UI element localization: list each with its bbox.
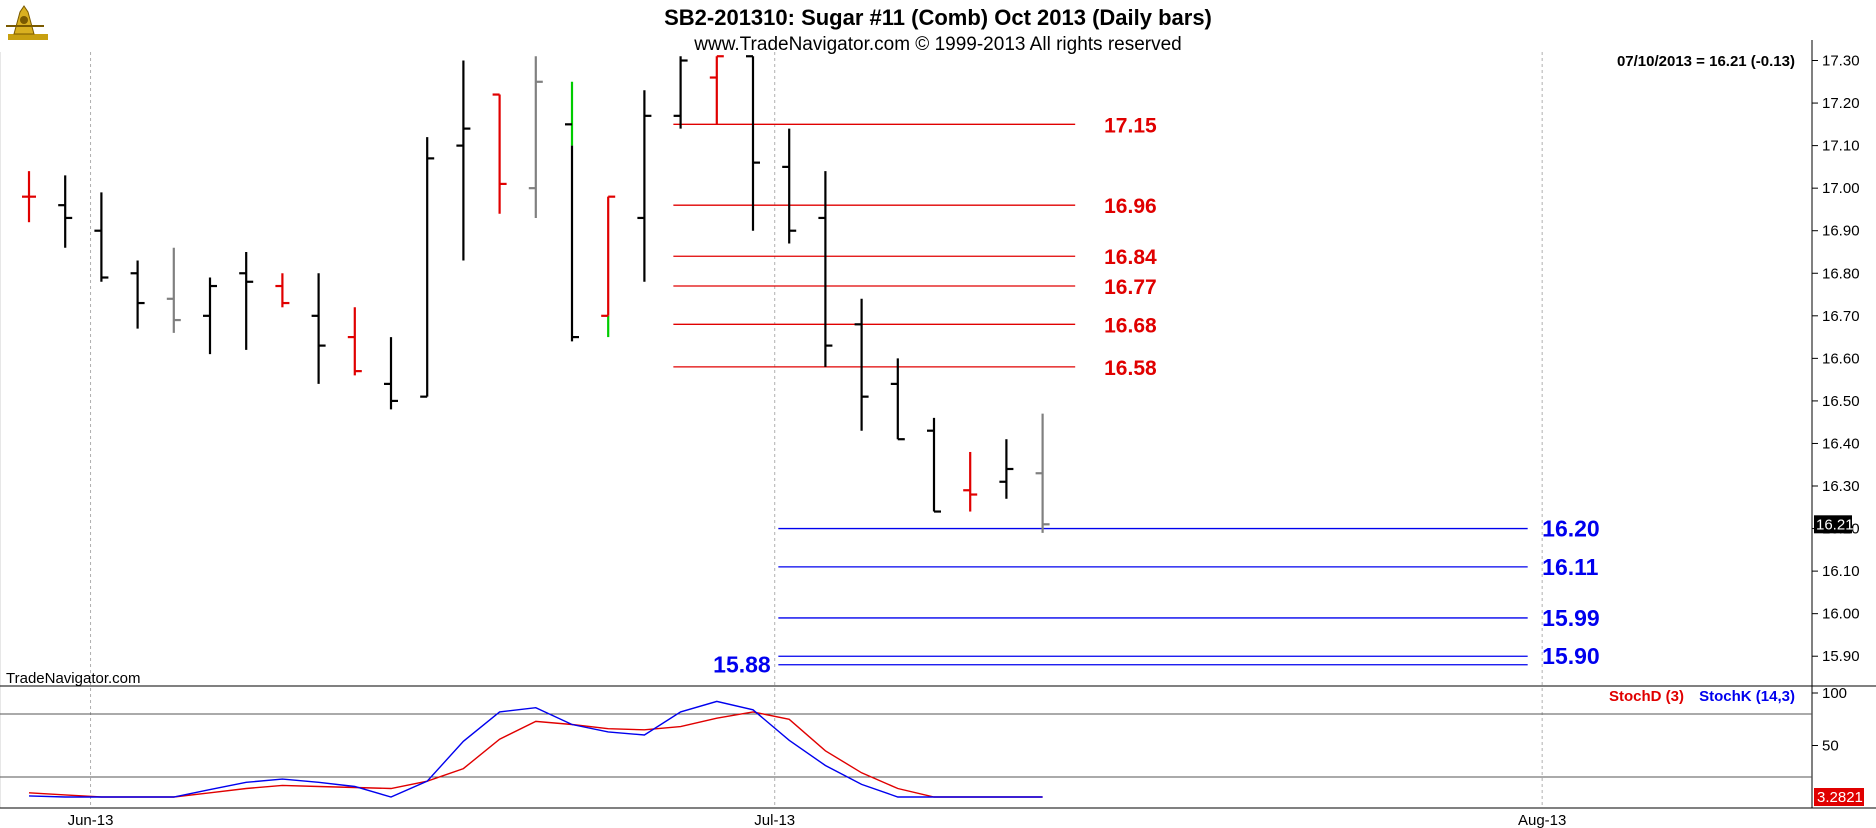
level-label: 16.84 [1104,246,1157,269]
date-axis-labels: Jun-13 Jul-13 Aug-13 [68,812,1567,828]
legend-stochd: StochD (3) [1609,688,1684,705]
price-tick-label: 16.80 [1822,265,1860,282]
price-tick-label: 16.60 [1822,350,1860,367]
price-panel [0,40,1876,809]
level-lines: 17.15 16.96 16.84 16.77 16.68 16.58 16.20 16.11… [673,114,1600,678]
ohlc-bar [999,439,1014,499]
ohlc-bar [492,93,507,214]
level-label: 17.15 [1104,114,1157,137]
ohlc-bar [456,60,471,261]
level-label: 15.90 [1542,643,1600,669]
level-label: 16.20 [1542,516,1600,542]
ohlc-bar [927,417,941,513]
price-tick-label: 17.30 [1822,53,1860,70]
ohlc-bar [963,451,978,512]
ohlc-bar [130,260,145,329]
stoch-tick-label: 50 [1822,738,1839,755]
stoch-lines [28,700,1043,798]
ohlc-bar [890,358,905,441]
vertical-gridlines [90,52,1543,808]
ohlc-bar [854,298,869,431]
price-tick-label: 16.30 [1822,478,1860,495]
date-label: Aug-13 [1518,812,1566,828]
level-label: 16.68 [1104,314,1157,337]
ohlc-bar [311,273,326,384]
ohlc-bar [94,192,109,282]
ohlc-bar [637,90,652,282]
price-tick-label: 16.00 [1822,606,1860,623]
ohlc-bars [22,55,1050,533]
chart-subtitle: www.TradeNavigator.com © 1999-2013 All r… [693,34,1181,55]
price-tick-label: 17.10 [1822,138,1860,155]
chart-title: SB2-201310: Sugar #11 (Comb) Oct 2013 (D… [664,5,1212,30]
price-tick-label: 17.20 [1822,95,1860,112]
ohlc-bar [746,55,760,231]
ohlc-bar [528,56,543,218]
price-tick-label: 15.90 [1822,648,1860,665]
stoch-last-value-text: 3.2821 [1817,789,1863,806]
price-tick-label: 17.00 [1822,180,1860,197]
ohlc-bar [384,337,398,410]
ohlc-bar [601,195,616,338]
level-label: 16.11 [1542,554,1598,580]
stoch-tick-label: 100 [1822,685,1847,702]
date-label: Jul-13 [754,812,795,828]
price-tick-label: 16.10 [1822,563,1860,580]
stochk-line [28,700,1043,798]
price-tick-label: 16.40 [1822,435,1860,452]
stoch-last-value-tag: 3.2821 [1814,788,1864,806]
watermark: TradeNavigator.com [6,670,141,687]
level-label: 15.99 [1542,605,1600,631]
ohlc-bar [275,273,290,308]
ohlc-bar [166,247,181,333]
legend-stochk: StochK (14,3) [1699,688,1795,705]
ohlc-bar [818,171,833,367]
ohlc-bar [1035,413,1050,533]
last-quote-label: 07/10/2013 = 16.21 (-0.13) [1617,53,1795,70]
date-label: Jun-13 [68,812,114,828]
ohlc-bar [22,171,36,223]
price-tick-label: 16.90 [1822,223,1860,240]
level-label: 15.88 [713,652,771,678]
price-tick-label: 16.50 [1822,393,1860,410]
logo-icon [6,5,48,40]
stochastic-panel: 100 50 StochD (3) StochK (14,3) 3.2821 [0,685,1864,806]
level-label: 16.96 [1104,195,1157,218]
ohlc-bar [565,81,579,342]
price-axis-ticks: 17.30 17.20 17.10 17.00 16.90 16.80 16.70 16.60… [1812,53,1860,665]
last-price-tag-text: 16.21 [1816,516,1854,533]
level-label: 16.77 [1104,276,1157,299]
last-price-tag: 16.21 [1814,515,1854,534]
chart-header: SB2-201310: Sugar #11 (Comb) Oct 2013 (D… [6,5,1212,55]
ohlc-bar [420,137,435,398]
ohlc-bar [347,307,362,376]
stochd-line [28,711,1043,798]
ohlc-bar [673,56,688,129]
ohlc-bar [782,128,797,244]
ohlc-bar [709,55,724,125]
stoch-axis-ticks: 100 50 [1812,685,1847,755]
price-tick-label: 16.70 [1822,308,1860,325]
ohlc-bar [58,175,73,248]
level-label: 16.58 [1104,357,1157,380]
ohlc-bar [203,277,217,355]
ohlc-bar [239,251,254,350]
